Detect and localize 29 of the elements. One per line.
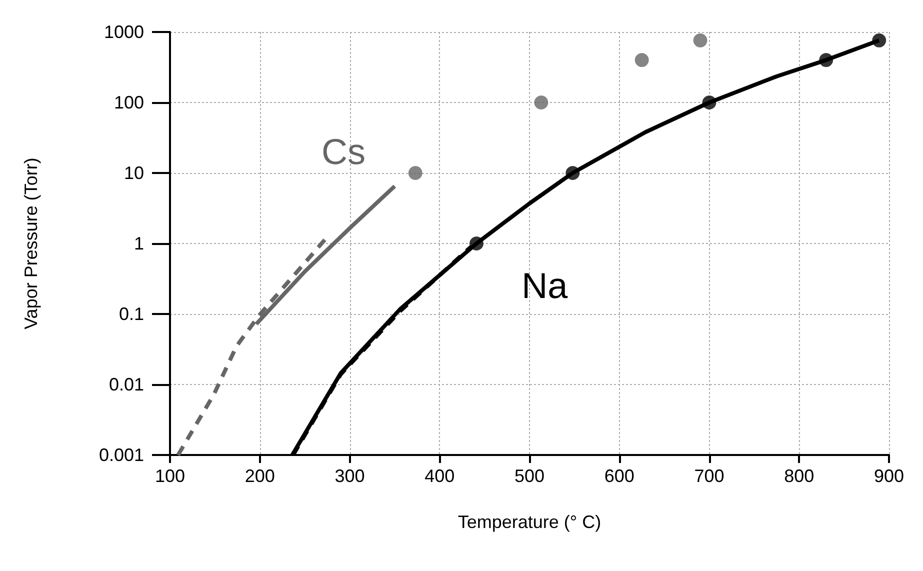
x-tick-label: 400 [424,466,455,486]
point [566,166,580,180]
x-tick-label: 300 [334,466,365,486]
x-tick-label: 900 [874,466,904,486]
x-tick-label: 200 [244,466,275,486]
y-tick-label: 0.1 [118,304,144,324]
point [634,53,649,68]
x-tick-label: 100 [154,466,186,486]
point [408,166,422,180]
x-tick-label: 500 [514,466,545,486]
x-tick-label: 700 [694,466,724,486]
point [469,236,484,250]
y-tick-label: 1 [134,234,144,254]
series-label: Cs [321,131,366,172]
y-tick-label: 0.001 [98,445,144,465]
y-tick-label: 1000 [104,22,144,42]
x-tick-label: 800 [784,466,814,486]
y-tick-label: 10 [124,163,144,183]
series-label: Na [522,265,569,306]
x-axis-title: Temperature (° C) [458,512,602,532]
point [693,33,708,48]
point [534,96,548,110]
y-axis-title: Vapor Pressure (Torr) [21,158,41,330]
point [819,53,834,68]
point [702,96,716,110]
y-tick-label: 100 [114,92,144,112]
y-tick-label: 0.01 [108,374,144,394]
x-tick-label: 600 [604,466,634,486]
point [872,33,886,48]
